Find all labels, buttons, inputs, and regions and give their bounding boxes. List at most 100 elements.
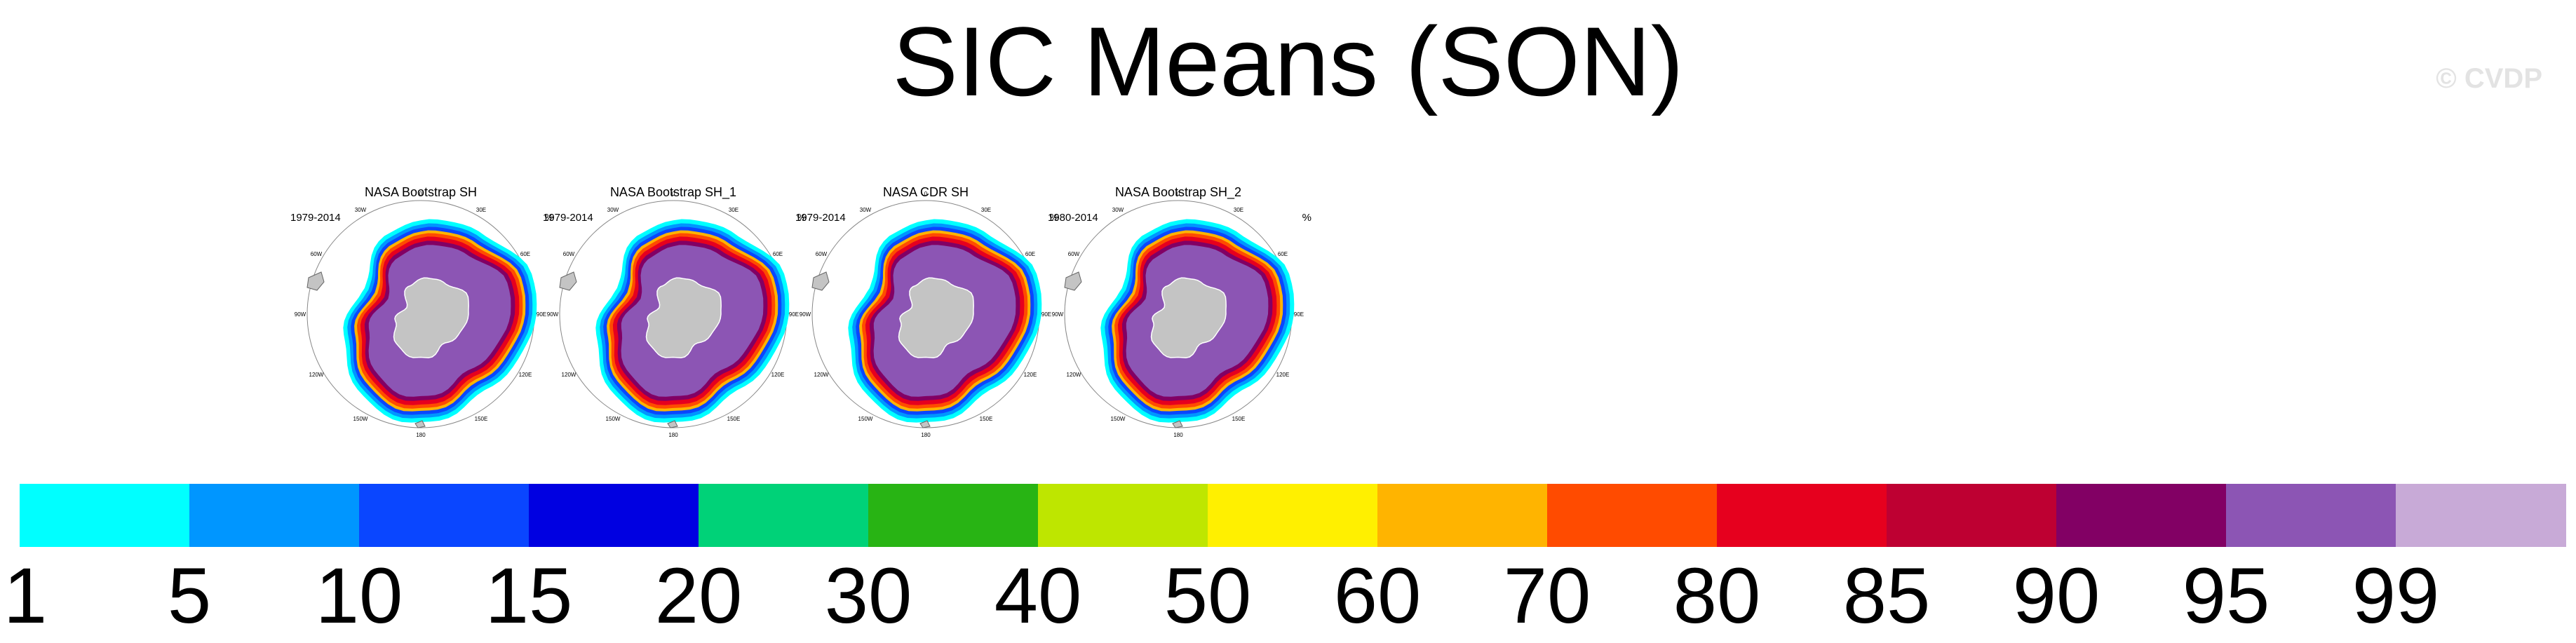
colorbar-box	[1038, 484, 1208, 547]
antarctica-landmass	[393, 277, 469, 358]
longitude-label: 150W	[606, 416, 621, 422]
panel-unit: %	[1049, 212, 1059, 224]
colorbar-box	[189, 484, 360, 547]
map-panel: NASA CDR SH 1979-2014 % 0 30E 60E 90E 120E 15…	[795, 185, 1059, 440]
panel-title: NASA Bootstrap SH_2	[1114, 185, 1242, 199]
longitude-label: 90E	[1041, 311, 1051, 318]
colorbar-tick-label: 90	[2012, 552, 2100, 639]
longitude-label: 90E	[1294, 311, 1304, 318]
colorbar-box	[2226, 484, 2396, 547]
longitude-label: 30E	[981, 207, 991, 213]
page-title: SIC Means (SON)	[892, 6, 1684, 116]
colorbar-box	[359, 484, 530, 547]
colorbar-tick-label: 85	[1842, 552, 1931, 639]
colorbar-box	[1208, 484, 1378, 547]
map-panel: NASA Bootstrap SH 1979-2014 % 0 30E 60E 90E…	[290, 185, 554, 440]
longitude-label: 60E	[520, 251, 530, 257]
longitude-label: 180	[921, 432, 931, 438]
colorbar-box	[1377, 484, 1548, 547]
longitude-label: 90W	[295, 311, 306, 318]
south-america-landmass	[306, 271, 325, 291]
longitude-label: 30W	[860, 207, 872, 213]
colorbar-box	[868, 484, 1039, 547]
colorbar-box	[1717, 484, 1887, 547]
longitude-label: 30E	[729, 207, 739, 213]
longitude-label: 180	[1173, 432, 1183, 438]
longitude-label: 120E	[771, 372, 785, 378]
longitude-label: 60E	[773, 251, 783, 257]
colorbar-tick-label: 50	[1164, 552, 1252, 639]
colorbar-tick-label: 30	[824, 552, 912, 639]
panel-unit: %	[544, 212, 554, 224]
longitude-label: 0	[672, 191, 675, 197]
colorbar-box	[20, 484, 190, 547]
longitude-label: 0	[419, 191, 423, 197]
polar-map: 0 30E 60E 90E 120E 150E 180 150W 120W 90W 60W 30W	[547, 191, 799, 438]
colorbar-tick-label: 15	[485, 552, 573, 639]
longitude-label: 60W	[311, 251, 323, 257]
longitude-label: 150W	[858, 416, 873, 422]
longitude-label: 0	[924, 191, 928, 197]
longitude-label: 90W	[800, 311, 811, 318]
panel-unit: %	[1302, 212, 1311, 224]
longitude-label: 30W	[1112, 207, 1124, 213]
longitude-label: 60W	[563, 251, 575, 257]
colorbar-box	[529, 484, 699, 547]
longitude-label: 30E	[1234, 207, 1243, 213]
panel-years: 1979-2014	[543, 212, 593, 224]
longitude-label: 90E	[537, 311, 546, 318]
antarctica-landmass	[645, 277, 722, 358]
longitude-label: 120E	[1024, 372, 1037, 378]
colorbar-tick-label: 40	[994, 552, 1082, 639]
island-landmass	[414, 420, 426, 428]
longitude-label: 150W	[353, 416, 368, 422]
colorbar-tick-label: 80	[1673, 552, 1761, 639]
colorbar-tick-label: 10	[315, 552, 403, 639]
longitude-label: 150W	[1111, 416, 1126, 422]
colorbar-tick-label: 70	[1503, 552, 1591, 639]
antarctica-landmass	[1150, 277, 1227, 358]
map-panel: NASA Bootstrap SH_2 1980-2014 % 0 30E 60E 9…	[1048, 185, 1311, 440]
south-america-landmass	[811, 271, 830, 291]
colorbar-tick-label: 60	[1333, 552, 1422, 639]
colorbar-tick-label: 20	[654, 552, 743, 639]
colorbar-tick-label: 99	[2352, 552, 2440, 639]
longitude-label: 90W	[1052, 311, 1064, 318]
south-america-landmass	[1064, 271, 1082, 291]
longitude-label: 120E	[1276, 372, 1290, 378]
colorbar-tick-label: 5	[167, 552, 212, 639]
colorbar-box	[1887, 484, 2057, 547]
panel-years: 1979-2014	[795, 212, 846, 224]
longitude-label: 0	[1177, 191, 1180, 197]
panel-years: 1979-2014	[290, 212, 341, 224]
longitude-label: 30E	[476, 207, 486, 213]
island-landmass	[1172, 420, 1183, 428]
longitude-label: 150E	[1232, 416, 1246, 422]
longitude-label: 30W	[607, 207, 619, 213]
south-america-landmass	[559, 271, 577, 291]
longitude-label: 60E	[1025, 251, 1035, 257]
island-landmass	[667, 420, 678, 428]
colorbar	[20, 484, 2566, 547]
colorbar-box	[2396, 484, 2566, 547]
longitude-label: 120W	[814, 372, 829, 378]
panel-years: 1980-2014	[1048, 212, 1098, 224]
colorbar-box	[2056, 484, 2227, 547]
panel-title: NASA CDR SH	[882, 185, 969, 199]
map-panel: NASA Bootstrap SH_1 1979-2014 % 0 30E 60E 9…	[543, 185, 807, 440]
colorbar-tick-label: 95	[2182, 552, 2270, 639]
longitude-label: 60W	[1068, 251, 1080, 257]
longitude-label: 120W	[1067, 372, 1081, 378]
copyright-watermark: © CVDP	[2436, 63, 2542, 94]
polar-map: 0 30E 60E 90E 120E 150E 180 150W 120W 90W 60W 30W	[1052, 191, 1304, 438]
antarctica-landmass	[898, 277, 974, 358]
island-landmass	[919, 420, 931, 428]
longitude-label: 180	[668, 432, 678, 438]
longitude-label: 120W	[309, 372, 324, 378]
longitude-label: 30W	[355, 207, 367, 213]
longitude-label: 150E	[727, 416, 741, 422]
panel-unit: %	[797, 212, 807, 224]
panel-title: NASA Bootstrap SH_1	[609, 185, 737, 199]
longitude-label: 150E	[980, 416, 993, 422]
longitude-label: 120W	[562, 372, 576, 378]
